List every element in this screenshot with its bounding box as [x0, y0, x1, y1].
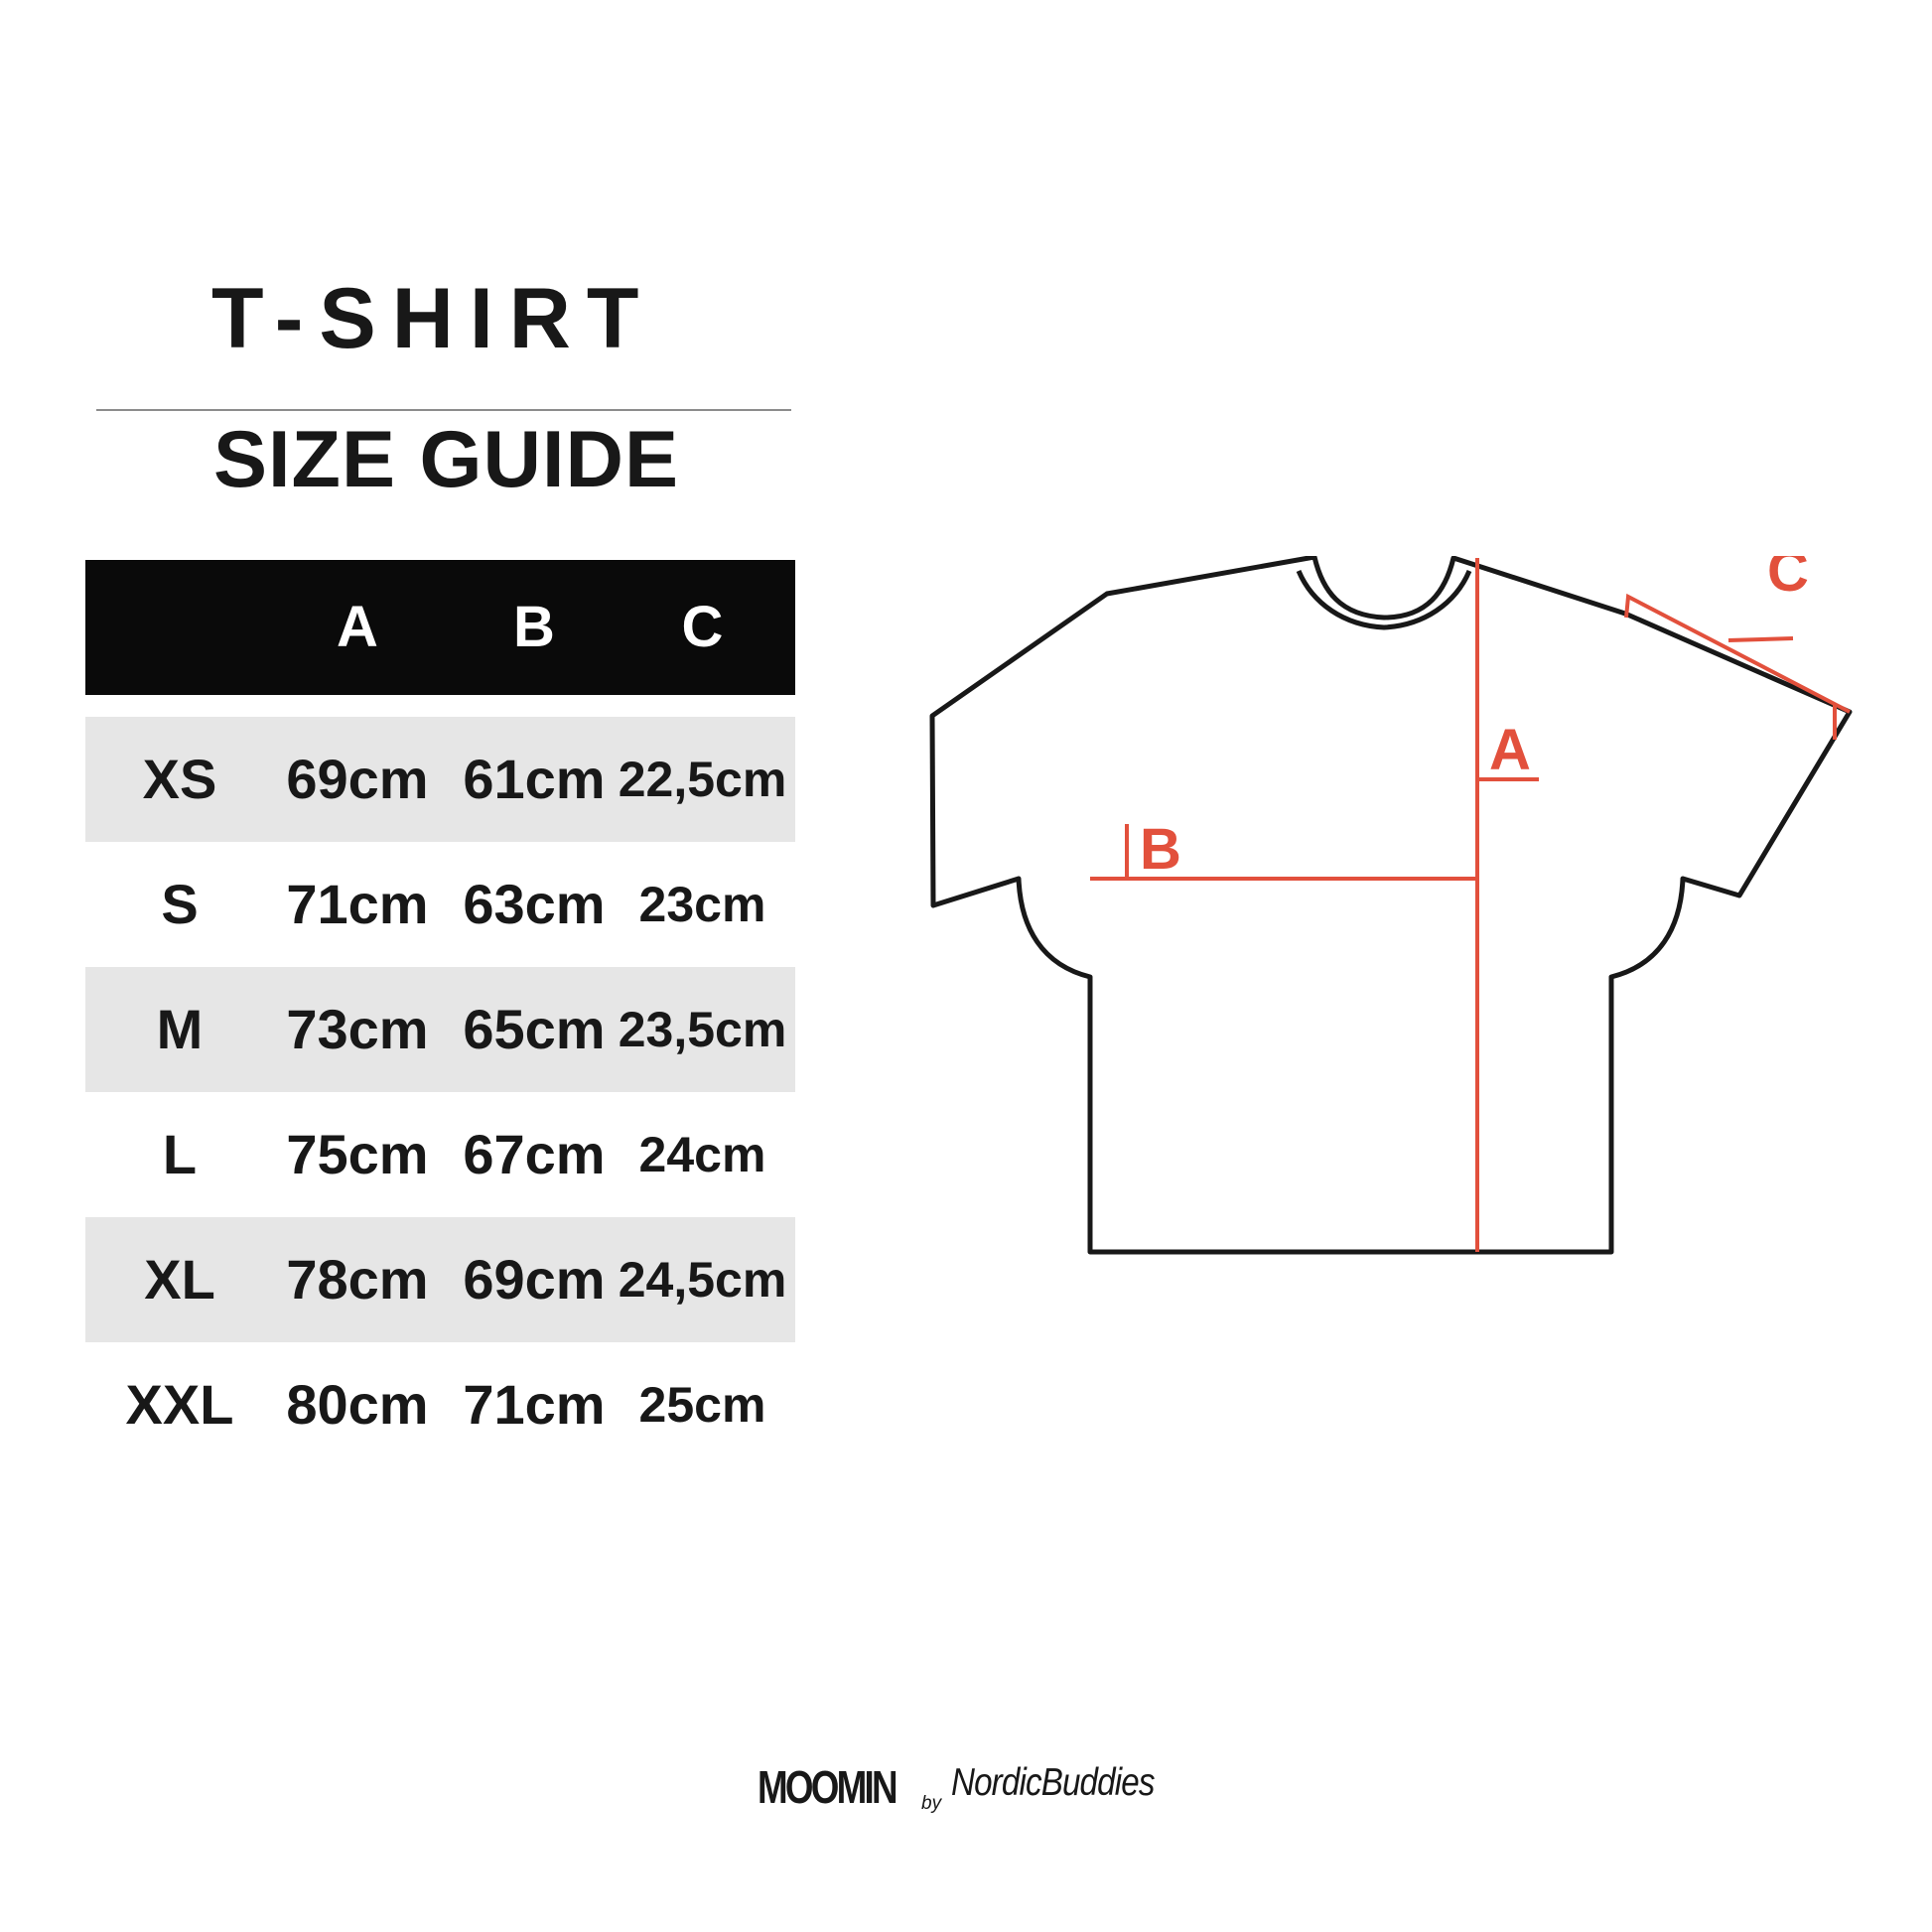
svg-text:B: B: [1140, 817, 1181, 882]
svg-text:A: A: [1489, 718, 1531, 782]
svg-text:C: C: [1767, 556, 1809, 604]
